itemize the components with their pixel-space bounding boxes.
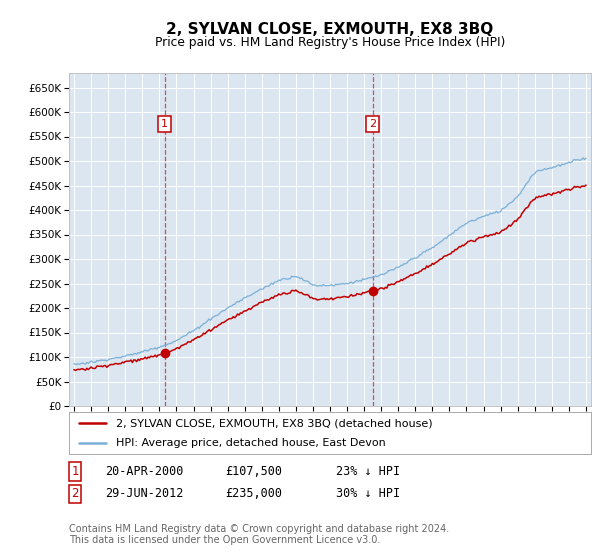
Text: 2: 2 <box>369 119 376 129</box>
Text: 2, SYLVAN CLOSE, EXMOUTH, EX8 3BQ (detached house): 2, SYLVAN CLOSE, EXMOUTH, EX8 3BQ (detac… <box>116 418 433 428</box>
Text: 20-APR-2000: 20-APR-2000 <box>105 465 184 478</box>
Text: HPI: Average price, detached house, East Devon: HPI: Average price, detached house, East… <box>116 438 386 448</box>
Text: 2, SYLVAN CLOSE, EXMOUTH, EX8 3BQ: 2, SYLVAN CLOSE, EXMOUTH, EX8 3BQ <box>166 22 494 38</box>
Text: £235,000: £235,000 <box>225 487 282 501</box>
Text: 30% ↓ HPI: 30% ↓ HPI <box>336 487 400 501</box>
Text: 29-JUN-2012: 29-JUN-2012 <box>105 487 184 501</box>
Text: Price paid vs. HM Land Registry's House Price Index (HPI): Price paid vs. HM Land Registry's House … <box>155 36 505 49</box>
Text: 23% ↓ HPI: 23% ↓ HPI <box>336 465 400 478</box>
Text: 1: 1 <box>161 119 168 129</box>
Text: 2: 2 <box>71 487 79 501</box>
Text: Contains HM Land Registry data © Crown copyright and database right 2024.
This d: Contains HM Land Registry data © Crown c… <box>69 524 449 545</box>
Text: £107,500: £107,500 <box>225 465 282 478</box>
Text: 1: 1 <box>71 465 79 478</box>
